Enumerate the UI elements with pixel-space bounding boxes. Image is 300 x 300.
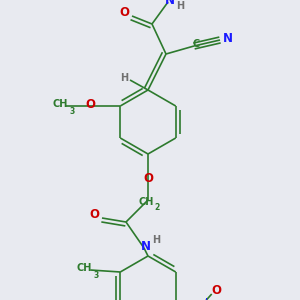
Text: H: H [120, 73, 128, 83]
Text: O: O [212, 284, 222, 296]
Text: CH: CH [76, 263, 92, 273]
Text: H: H [176, 1, 184, 11]
Text: 3: 3 [94, 271, 99, 280]
Text: CH: CH [138, 197, 154, 207]
Text: 2: 2 [154, 203, 160, 212]
Text: O: O [143, 172, 153, 184]
Text: O: O [85, 98, 95, 112]
Text: N: N [223, 32, 233, 44]
Text: N: N [165, 0, 175, 7]
Text: O: O [119, 5, 129, 19]
Text: CH: CH [52, 99, 68, 109]
Text: +: + [202, 298, 209, 300]
Text: N: N [141, 239, 151, 253]
Text: C: C [192, 39, 200, 49]
Text: H: H [152, 235, 160, 245]
Text: O: O [89, 208, 99, 221]
Text: 3: 3 [70, 106, 75, 116]
